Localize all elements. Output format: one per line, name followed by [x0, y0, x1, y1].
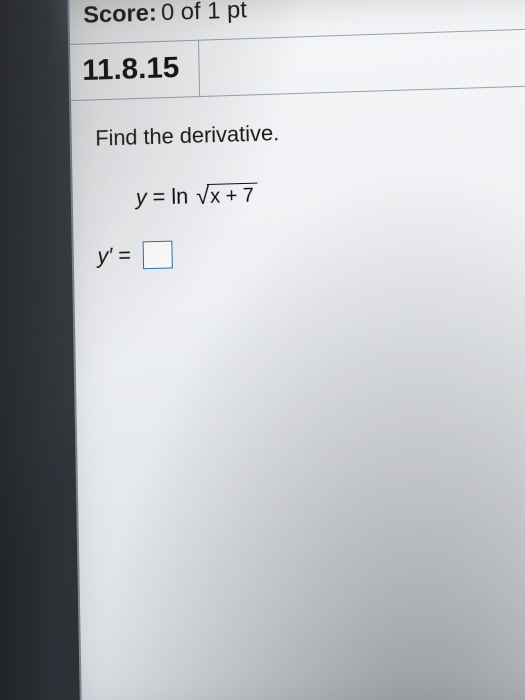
question-panel: Score: 0 of 1 pt 11.8.15 Find the deriva… — [67, 0, 525, 700]
eq-lhs: y — [136, 185, 147, 211]
radicand: x + 7 — [207, 183, 258, 208]
question-body: Find the derivative. y = ln √ x + 7 y′ = — [71, 84, 525, 315]
equation-block: y = ln √ x + 7 y′ = — [96, 164, 525, 276]
given-equation: y = ln √ x + 7 — [135, 164, 525, 217]
radical: √ x + 7 — [196, 183, 258, 209]
answer-equation: y′ = — [97, 223, 525, 277]
answer-input[interactable] — [143, 241, 173, 270]
answer-lhs: y′ — [97, 243, 112, 269]
answer-equals: = — [118, 243, 131, 269]
eq-equals: = — [152, 184, 165, 210]
screen-perspective-wrapper: Score: 0 of 1 pt 11.8.15 Find the deriva… — [0, 0, 525, 700]
score-label: Score: — [83, 0, 157, 29]
radical-sign-icon: √ — [196, 185, 210, 209]
question-prompt: Find the derivative. — [95, 110, 525, 151]
score-value: 0 of 1 pt — [161, 0, 247, 26]
problem-number: 11.8.15 — [70, 41, 201, 100]
eq-func: ln — [171, 184, 188, 210]
